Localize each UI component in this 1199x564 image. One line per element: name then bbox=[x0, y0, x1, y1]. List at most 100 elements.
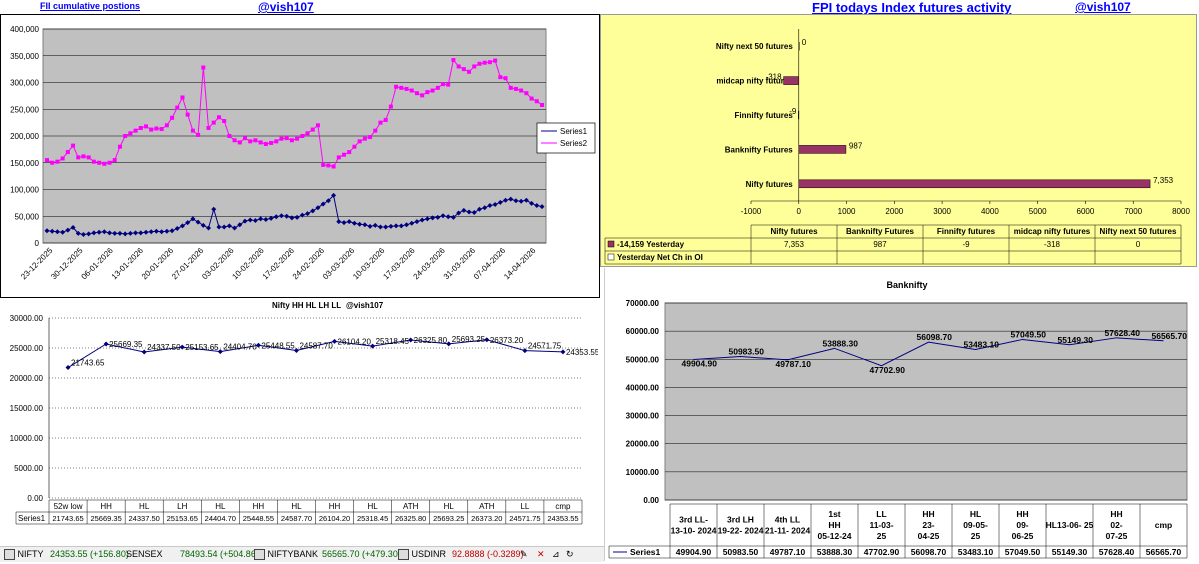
usdinr-ticker[interactable]: USDINR bbox=[398, 549, 446, 561]
series1-point bbox=[325, 198, 331, 204]
data-label: 53483.10 bbox=[964, 339, 1000, 349]
bar-data-label: 987 bbox=[849, 141, 863, 150]
series2-point bbox=[435, 85, 440, 90]
series2-point bbox=[216, 115, 221, 120]
series2-point bbox=[420, 93, 425, 98]
series1-point bbox=[133, 230, 139, 236]
fii-chart-svg: 0 50,000 100,000 150,000 200,000 250,000 300,0… bbox=[10, 25, 596, 281]
table-value: 26373.20 bbox=[471, 514, 502, 523]
series1-point bbox=[430, 215, 436, 221]
table-header: 52w low bbox=[54, 502, 83, 511]
series2-point bbox=[540, 102, 544, 107]
x-tick-label: 7000 bbox=[1124, 207, 1142, 216]
series1-point bbox=[503, 197, 509, 203]
series1-point bbox=[492, 201, 498, 207]
y-tick-label: 10000.00 bbox=[626, 468, 660, 477]
data-label: 25448.55 bbox=[261, 341, 295, 350]
sensex-ticker[interactable]: SENSEX bbox=[126, 549, 163, 559]
author-handle-left: @vish107 bbox=[258, 0, 314, 14]
banknifty-ticker-value: 56565.70 (+479.30) bbox=[322, 549, 401, 559]
table-value: 49904.90 bbox=[676, 547, 712, 557]
table-header: HL bbox=[215, 502, 226, 511]
series2-point bbox=[65, 150, 70, 155]
y-tick-label: 50000.00 bbox=[626, 355, 660, 364]
series2-point bbox=[477, 61, 482, 66]
series2-point bbox=[446, 82, 451, 87]
y-tick-label: 400,000 bbox=[10, 25, 39, 34]
cross-icon[interactable]: ✕ bbox=[537, 549, 545, 559]
series2-point bbox=[347, 150, 352, 155]
series1-point bbox=[91, 230, 97, 236]
series2-point bbox=[237, 140, 242, 145]
table-header: 02- bbox=[1110, 520, 1122, 530]
table-header: 19-22- 2024 bbox=[718, 526, 764, 536]
fii-chart-title: FII cumulative postions bbox=[40, 1, 141, 11]
table-value: -318 bbox=[1044, 240, 1061, 249]
series1-point bbox=[367, 223, 373, 229]
series2-point bbox=[144, 124, 148, 129]
series1-point bbox=[232, 225, 238, 231]
series1-point bbox=[75, 230, 81, 236]
refresh-icon[interactable]: ↻ bbox=[566, 549, 574, 559]
series2-point bbox=[289, 138, 294, 143]
series1-point bbox=[310, 208, 316, 214]
table-value: 987 bbox=[873, 240, 887, 249]
series1-point bbox=[299, 212, 305, 218]
series2-point bbox=[206, 125, 211, 130]
table-value: 24404.70 bbox=[205, 514, 236, 523]
data-label: 24337.50 bbox=[147, 343, 181, 352]
legend-label: Yesterday Net Ch in OI bbox=[617, 253, 703, 262]
series1-point bbox=[60, 229, 66, 235]
table-header: 3rd LL- bbox=[679, 515, 708, 525]
nifty-chart-svg: Nifty HH HL LH LL @vish107 0.00 5000.00 1000… bbox=[10, 301, 600, 525]
series-point bbox=[217, 349, 223, 355]
data-label: 25669.35 bbox=[109, 340, 143, 349]
y-tick-label: 200,000 bbox=[10, 132, 39, 141]
series2-point bbox=[342, 152, 346, 157]
bar bbox=[798, 41, 800, 51]
series2-point bbox=[451, 58, 456, 63]
series2-point bbox=[248, 139, 253, 144]
series2-point bbox=[300, 134, 305, 138]
series2-point bbox=[279, 136, 284, 141]
table-value: 25669.35 bbox=[90, 514, 121, 523]
series1-point bbox=[482, 205, 488, 211]
edit-icon[interactable]: ✎ bbox=[520, 549, 528, 559]
series-point bbox=[141, 349, 147, 355]
data-label: 57049.50 bbox=[1011, 329, 1047, 339]
series1-point bbox=[346, 219, 352, 225]
series2-point bbox=[196, 132, 201, 137]
series1-point bbox=[237, 222, 243, 228]
table-value: 24353.55 bbox=[547, 514, 578, 523]
bar bbox=[798, 110, 800, 120]
data-label: 24404.70 bbox=[223, 343, 257, 352]
table-value: 7,353 bbox=[784, 240, 805, 249]
fii-cumulative-chart: 0 50,000 100,000 150,000 200,000 250,000 300,0… bbox=[0, 14, 600, 298]
pin-icon[interactable]: ⊿ bbox=[552, 549, 560, 559]
table-header: HL bbox=[139, 502, 150, 511]
series2-point bbox=[430, 88, 435, 93]
category-label: Nifty next 50 futures bbox=[716, 42, 793, 51]
series1-point bbox=[44, 228, 50, 234]
y-tick-label: 60000.00 bbox=[626, 327, 660, 336]
series1-point bbox=[80, 231, 86, 237]
series2-point bbox=[336, 155, 341, 160]
data-label: 24571.75 bbox=[528, 342, 562, 351]
series1-point bbox=[70, 224, 76, 230]
table-header: 21-11- 2024 bbox=[765, 526, 811, 536]
table-value: 57049.50 bbox=[1005, 547, 1041, 557]
series2-point bbox=[97, 160, 102, 165]
series1-point bbox=[497, 199, 503, 205]
series2-point bbox=[441, 82, 445, 87]
nifty-ticker[interactable]: NIFTY bbox=[4, 549, 44, 561]
series2-point bbox=[284, 136, 289, 141]
table-header: 11-03- bbox=[869, 520, 893, 530]
series2-point bbox=[190, 128, 195, 133]
table-header: ATH bbox=[403, 502, 419, 511]
y-tick-label: 300,000 bbox=[10, 79, 39, 88]
data-label: 55149.30 bbox=[1058, 335, 1094, 345]
table-header: 13-10- 2024 bbox=[671, 526, 717, 536]
banknifty-ticker[interactable]: NIFTYBANK bbox=[254, 549, 318, 561]
y-tick-label: 50,000 bbox=[15, 212, 40, 221]
series1-point bbox=[424, 216, 430, 222]
